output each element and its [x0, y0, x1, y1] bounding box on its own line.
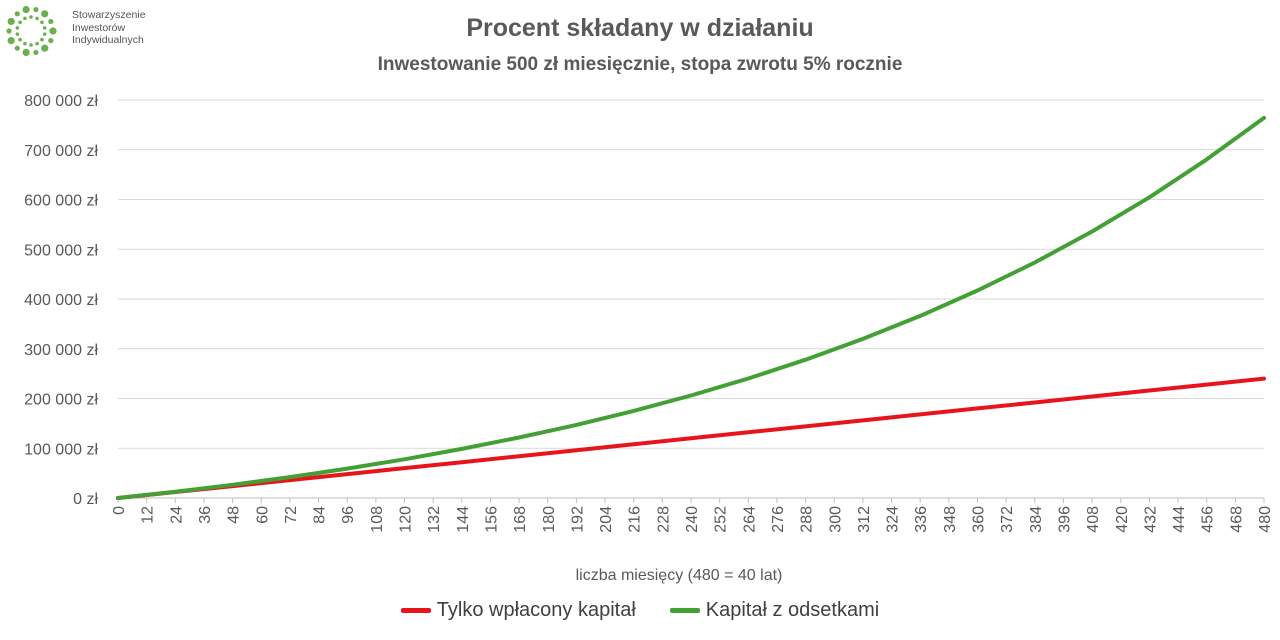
logo-line-1: Stowarzyszenie	[72, 9, 146, 21]
x-tick-label: 168	[512, 506, 529, 533]
y-tick-label: 500 000 zł	[24, 242, 98, 259]
x-tick-label: 384	[1028, 506, 1045, 533]
x-tick-label: 120	[398, 506, 415, 533]
x-tick-label: 360	[971, 506, 988, 533]
logo-dot	[15, 32, 20, 36]
logo-dot	[7, 17, 15, 26]
x-tick-label: 156	[483, 506, 500, 533]
x-tick-label: 264	[741, 506, 758, 533]
legend-item-paid: Tylko wpłacony kapitał	[400, 599, 636, 622]
y-tick-label: 0 zł	[73, 491, 98, 508]
logo-ring-icon	[6, 5, 57, 57]
x-tick-label: 432	[1142, 506, 1159, 533]
y-tick-label: 600 000 zł	[24, 193, 98, 210]
legend-item-interest: Kapitał z odsetkami	[669, 599, 880, 622]
y-tick-label: 400 000 zł	[24, 292, 98, 309]
x-tick-label: 288	[799, 506, 816, 533]
x-tick-label: 312	[856, 506, 873, 533]
logo-dot	[18, 20, 22, 25]
x-tick-label: 144	[455, 506, 472, 533]
logo-dot	[22, 48, 30, 57]
logo-dot	[18, 37, 22, 42]
x-tick-label: 96	[340, 506, 357, 524]
x-tick-label: 324	[885, 506, 902, 533]
x-tick-label: 204	[598, 506, 615, 533]
x-tick-label: 408	[1085, 506, 1102, 533]
x-tick-label: 336	[913, 506, 930, 533]
y-tick-label: 700 000 zł	[24, 143, 98, 160]
logo-line-3: Indywidualnych	[72, 34, 144, 46]
logo-dot	[22, 5, 30, 14]
logo: Stowarzyszenie Inwestorów Indywidualnych	[2, 2, 146, 60]
logo-dot	[40, 20, 44, 25]
x-tick-label: 108	[369, 506, 386, 533]
logo-dot	[48, 37, 54, 44]
x-tick-label: 348	[942, 506, 959, 533]
logo-dot	[15, 26, 20, 30]
legend-swatch-interest	[669, 608, 700, 613]
logo-dot	[23, 41, 27, 46]
y-tick-label: 300 000 zł	[24, 342, 98, 359]
x-tick-label: 468	[1228, 506, 1245, 533]
x-tick-label: 300	[827, 506, 844, 533]
x-tick-label: 420	[1114, 506, 1131, 533]
logo-dot	[6, 28, 12, 34]
logo-dot	[40, 37, 44, 42]
x-tick-label: 396	[1056, 506, 1073, 533]
y-tick-label: 100 000 zł	[24, 441, 98, 458]
logo-dot	[42, 26, 47, 30]
logo-dot	[33, 6, 39, 13]
logo-dot	[42, 32, 47, 36]
logo-dot	[7, 36, 15, 45]
x-tick-label: 228	[655, 506, 672, 533]
x-tick-label: 72	[283, 506, 300, 524]
x-tick-label: 192	[569, 506, 586, 533]
x-tick-label: 84	[312, 506, 329, 524]
x-tick-label: 36	[197, 506, 214, 524]
x-tick-label: 480	[1257, 506, 1274, 533]
legend-label-interest: Kapitał z odsetkami	[705, 599, 880, 621]
series-line-paid	[116, 376, 1266, 500]
logo-dot	[35, 41, 39, 46]
x-tick-label: 216	[627, 506, 644, 533]
x-tick-label: 180	[541, 506, 558, 533]
legend-swatch-paid	[400, 608, 431, 613]
x-tick-label: 48	[226, 506, 243, 524]
x-tick-label: 24	[168, 506, 185, 524]
x-tick-label: 132	[426, 506, 443, 533]
legend: Tylko wpłacony kapitał Kapitał z odsetka…	[0, 599, 1280, 622]
logo-dot	[41, 44, 49, 52]
logo-dot	[33, 49, 39, 56]
x-tick-label: 456	[1200, 506, 1217, 533]
x-tick-label: 0	[111, 506, 128, 515]
legend-label-paid: Tylko wpłacony kapitał	[436, 599, 636, 621]
logo-dot	[14, 45, 20, 51]
logo-dot	[29, 15, 33, 19]
series-line-interest	[116, 115, 1266, 500]
logo-dot	[14, 11, 20, 17]
y-tick-label: 200 000 zł	[24, 392, 98, 409]
y-tick-label: 800 000 zł	[24, 93, 98, 110]
x-tick-label: 276	[770, 506, 787, 533]
x-tick-label: 12	[140, 506, 157, 524]
x-tick-label: 444	[1171, 506, 1188, 533]
x-tick-label: 240	[684, 506, 701, 533]
logo-dot	[49, 27, 57, 35]
x-tick-label: 60	[254, 506, 271, 524]
chart-subtitle: Inwestowanie 500 zł miesięcznie, stopa z…	[377, 54, 903, 75]
x-tick-label: 372	[999, 506, 1016, 533]
logo-dot	[29, 43, 33, 47]
chart-title: Procent składany w działaniu	[466, 14, 814, 42]
x-tick-label: 252	[713, 506, 730, 533]
logo-dot	[23, 16, 27, 21]
logo-dot	[41, 10, 49, 18]
logo-dot	[48, 18, 54, 25]
x-axis-title: liczba miesięcy (480 = 40 lat)	[576, 567, 783, 584]
logo-text: Stowarzyszenie Inwestorów Indywidualnych	[72, 9, 146, 47]
logo-line-2: Inwestorów	[72, 21, 126, 34]
logo-dot	[35, 16, 39, 21]
